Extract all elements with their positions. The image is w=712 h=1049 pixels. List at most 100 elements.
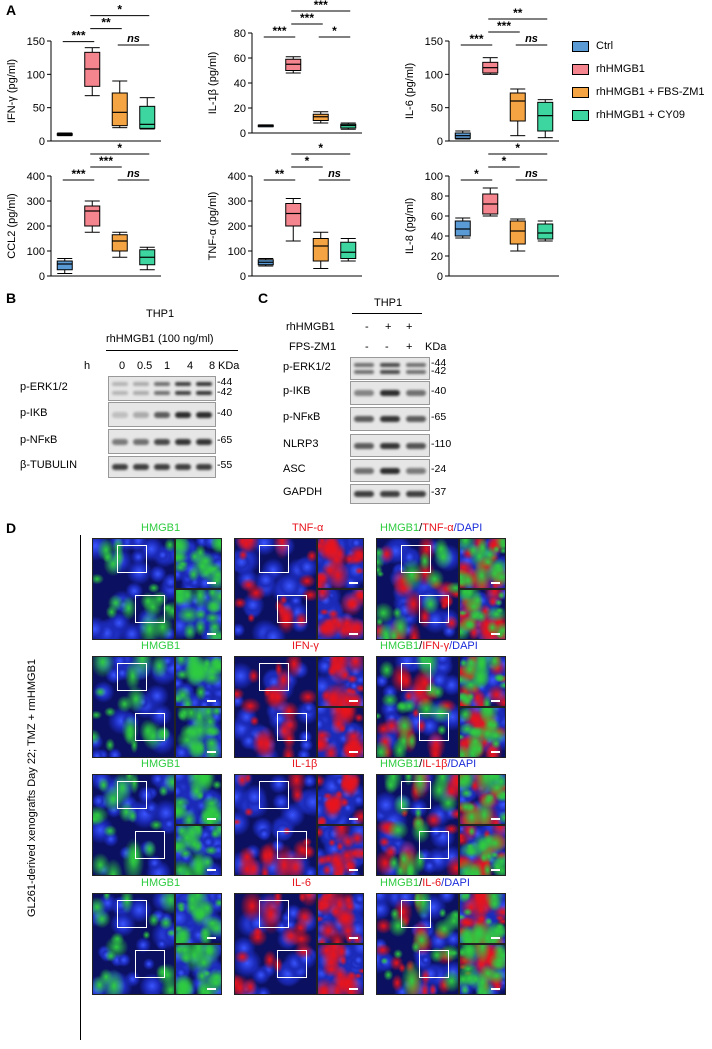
panel-label-b: B bbox=[6, 290, 17, 306]
zoom-region-box bbox=[401, 663, 431, 691]
y-axis-label: IL-6 (pg/ml) bbox=[404, 63, 416, 119]
legend-swatch bbox=[572, 63, 589, 75]
scale-bar bbox=[491, 700, 500, 702]
significance-label: *** bbox=[314, 0, 328, 12]
scale-bar bbox=[349, 751, 358, 753]
band bbox=[153, 464, 171, 470]
panel-label-c: C bbox=[258, 290, 269, 306]
kda-marker: -55 bbox=[217, 459, 233, 471]
y-tick-label: 400 bbox=[27, 171, 45, 183]
blot-row-label: GAPDH bbox=[283, 486, 323, 498]
if-zoom-image bbox=[459, 707, 506, 758]
scale-bar bbox=[349, 818, 358, 820]
blot-strip bbox=[350, 381, 430, 405]
significance-label: *** bbox=[71, 29, 85, 43]
band bbox=[380, 491, 400, 497]
legend-swatch bbox=[572, 40, 589, 52]
y-tick-label: 100 bbox=[425, 69, 443, 81]
box-4 bbox=[340, 123, 357, 129]
if-zoom-image bbox=[317, 589, 364, 640]
y-axis-label: IFN-γ (pg/ml) bbox=[6, 59, 18, 123]
box-3 bbox=[111, 92, 128, 127]
zoom-region-box bbox=[401, 900, 431, 928]
blot-row-label: NLRP3 bbox=[283, 437, 319, 450]
if-main-image bbox=[92, 893, 175, 995]
y-axis-label: IL-8 (pg/ml) bbox=[404, 198, 416, 254]
blot-strip bbox=[350, 434, 430, 457]
time-0.5: 0.5 bbox=[137, 360, 153, 372]
zoom-region-box bbox=[117, 663, 147, 691]
kda-marker: -65 bbox=[217, 433, 233, 446]
band bbox=[406, 442, 426, 449]
blot-strip bbox=[108, 429, 216, 454]
cell-line-label: THP1 bbox=[146, 308, 175, 320]
legend-label: Ctrl bbox=[596, 40, 614, 52]
if-main-image bbox=[234, 656, 317, 758]
scale-bar bbox=[207, 988, 216, 990]
scale-bar bbox=[491, 751, 500, 753]
if-main-image bbox=[376, 774, 459, 876]
significance-label: *** bbox=[71, 167, 85, 181]
band bbox=[354, 442, 374, 449]
kda-marker: -44 bbox=[217, 376, 233, 389]
significance-label: * bbox=[117, 3, 122, 17]
if-zoom-image bbox=[317, 774, 364, 825]
time-0: 0 bbox=[119, 360, 126, 372]
if-label-red: TNF-α bbox=[292, 522, 324, 534]
if-main-image bbox=[376, 656, 459, 758]
band bbox=[132, 382, 149, 387]
blot-row-label: p-IKB bbox=[20, 406, 48, 419]
merge-sep: / bbox=[419, 758, 423, 770]
box-4 bbox=[340, 241, 357, 259]
time-1: 1 bbox=[164, 360, 171, 372]
if-label-merge: HMGB1/IL-1β/DAPI bbox=[380, 758, 476, 770]
zoom-region-box bbox=[135, 831, 165, 859]
zoom-region-box bbox=[135, 595, 165, 623]
blot-row-label: β-TUBULIN bbox=[20, 459, 78, 471]
if-zoom-image bbox=[317, 944, 364, 995]
box-4 bbox=[139, 105, 156, 129]
blot-strip bbox=[108, 376, 216, 401]
y-tick-label: 0 bbox=[437, 136, 443, 148]
y-tick-label: 200 bbox=[228, 221, 246, 233]
merge-red: IFN-γ bbox=[422, 640, 450, 652]
if-zoom-image bbox=[459, 825, 506, 876]
if-main-image bbox=[234, 538, 317, 640]
band bbox=[153, 382, 171, 387]
condition-label: rhHMGB1 bbox=[286, 321, 335, 333]
band bbox=[406, 416, 426, 422]
if-zoom-image bbox=[317, 825, 364, 876]
scale-bar bbox=[349, 937, 358, 939]
y-tick-label: 100 bbox=[27, 246, 45, 258]
significance-label: *** bbox=[469, 32, 483, 46]
kda-marker: -110 bbox=[431, 437, 452, 450]
kda-marker: -40 bbox=[217, 406, 233, 419]
zoom-region-box bbox=[401, 545, 431, 573]
box-2 bbox=[285, 58, 302, 71]
scale-bar bbox=[207, 751, 216, 753]
kda-label: KDa bbox=[218, 360, 240, 372]
band bbox=[380, 416, 400, 422]
blot-strip bbox=[350, 459, 430, 482]
y-tick-label: 60 bbox=[431, 211, 443, 223]
blot-row-label: ASC bbox=[283, 462, 306, 475]
if-zoom-image bbox=[175, 893, 222, 944]
scale-bar bbox=[207, 633, 216, 635]
scale-bar bbox=[207, 869, 216, 871]
scale-bar bbox=[207, 582, 216, 584]
y-tick-label: 60 bbox=[234, 53, 246, 65]
band bbox=[196, 390, 213, 395]
y-tick-label: 100 bbox=[425, 171, 443, 183]
if-main-image bbox=[92, 538, 175, 640]
band bbox=[354, 416, 374, 422]
if-zoom-image bbox=[175, 944, 222, 995]
kda-marker: -40 bbox=[431, 385, 447, 397]
band bbox=[354, 390, 374, 396]
zoom-region-box bbox=[419, 831, 449, 859]
time-8: 8 bbox=[209, 360, 216, 372]
zoom-region-box bbox=[259, 900, 289, 928]
blot-row-label: p-ERK1/2 bbox=[283, 360, 331, 373]
condition-value: + bbox=[406, 321, 413, 333]
